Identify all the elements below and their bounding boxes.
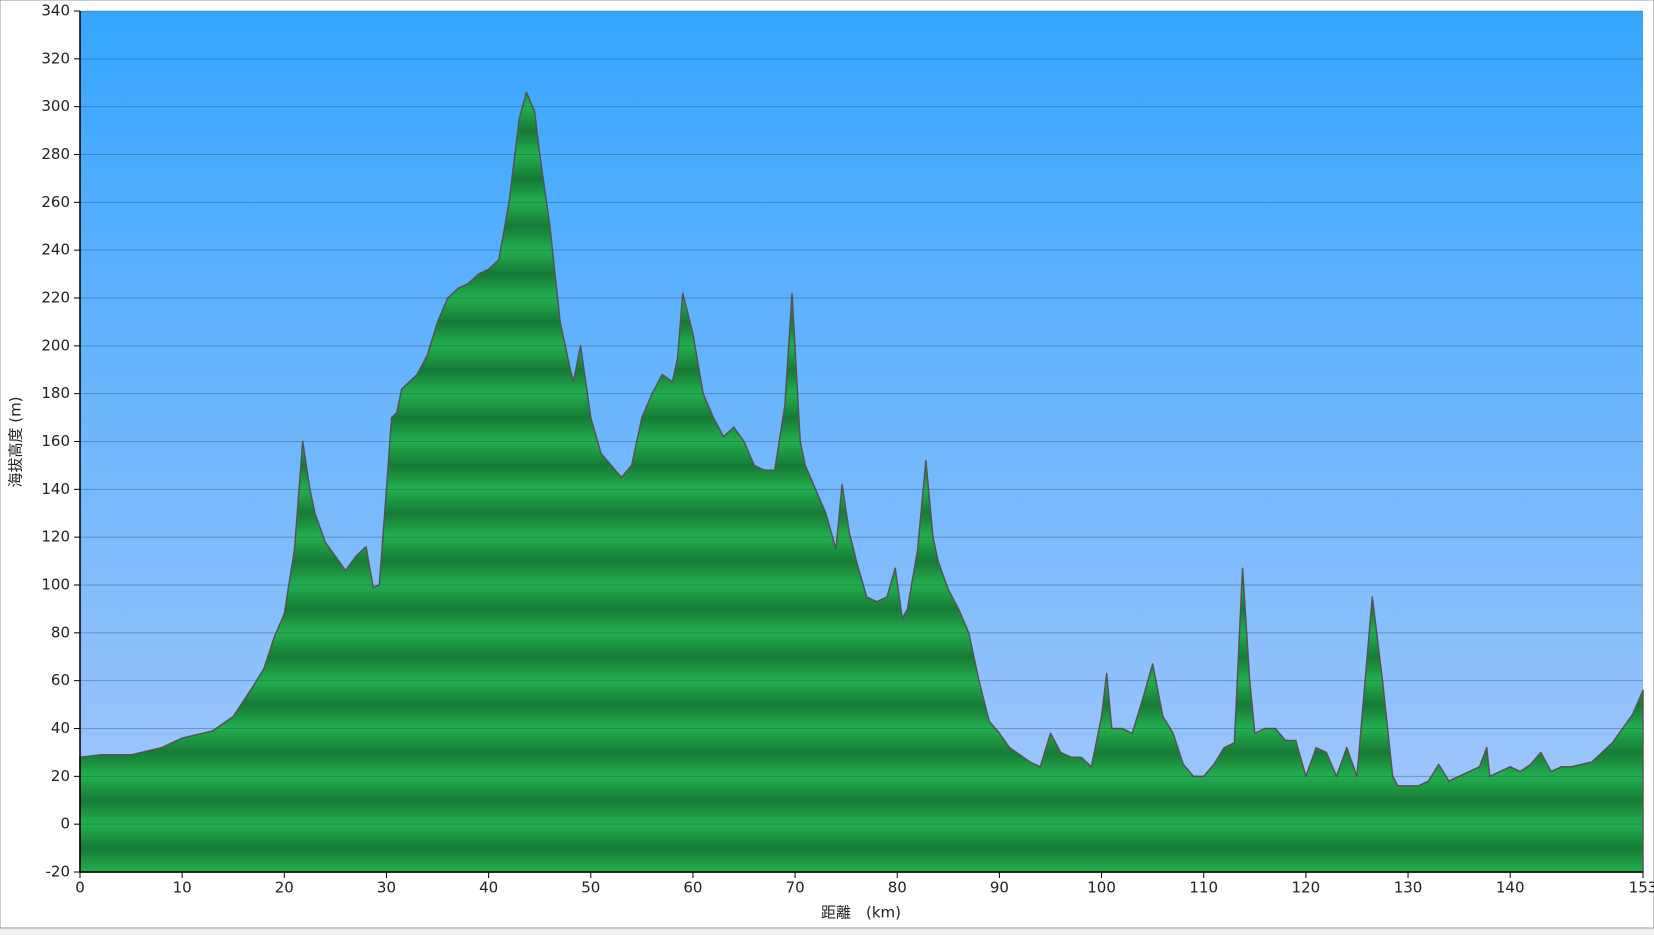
y-tick-label: 100 [41,576,70,594]
x-tick-label: 130 [1394,879,1423,897]
x-tick-label: 100 [1087,879,1116,897]
x-axis-label: 距離 (km) [821,904,901,922]
x-tick-label: 0 [75,879,85,897]
x-tick-label: 10 [173,879,192,897]
x-tick-label: 140 [1496,879,1525,897]
x-tick-label: 60 [683,879,702,897]
x-tick-label: 120 [1292,879,1321,897]
y-tick-label: 80 [51,623,70,641]
y-tick-label: 20 [51,767,70,785]
x-tick-label: 80 [888,879,907,897]
x-tick-label: 50 [581,879,600,897]
y-tick-label: 40 [51,719,70,737]
y-tick-label: 140 [41,480,70,498]
y-tick-label: 160 [41,432,70,450]
y-tick-label: 120 [41,528,70,546]
y-tick-label: 240 [41,241,70,259]
x-tick-label: 153 [1629,879,1654,897]
y-tick-label: -20 [46,863,71,881]
x-tick-label: 90 [990,879,1009,897]
x-tick-label: 110 [1189,879,1218,897]
x-tick-label: 20 [275,879,294,897]
y-tick-label: 280 [41,145,70,163]
y-tick-label: 180 [41,384,70,402]
x-tick-label: 40 [479,879,498,897]
y-tick-label: 300 [41,97,70,115]
y-tick-label: 320 [41,49,70,67]
y-tick-label: 340 [41,2,70,20]
y-tick-label: 0 [60,815,70,833]
y-axis-label: 海拔高度 (m) [7,396,25,487]
y-tick-label: 200 [41,336,70,354]
y-tick-label: 60 [51,671,70,689]
x-tick-label: 30 [377,879,396,897]
y-tick-label: 220 [41,289,70,307]
x-tick-label: 70 [786,879,805,897]
y-tick-label: 260 [41,193,70,211]
elevation-area [79,91,1644,873]
